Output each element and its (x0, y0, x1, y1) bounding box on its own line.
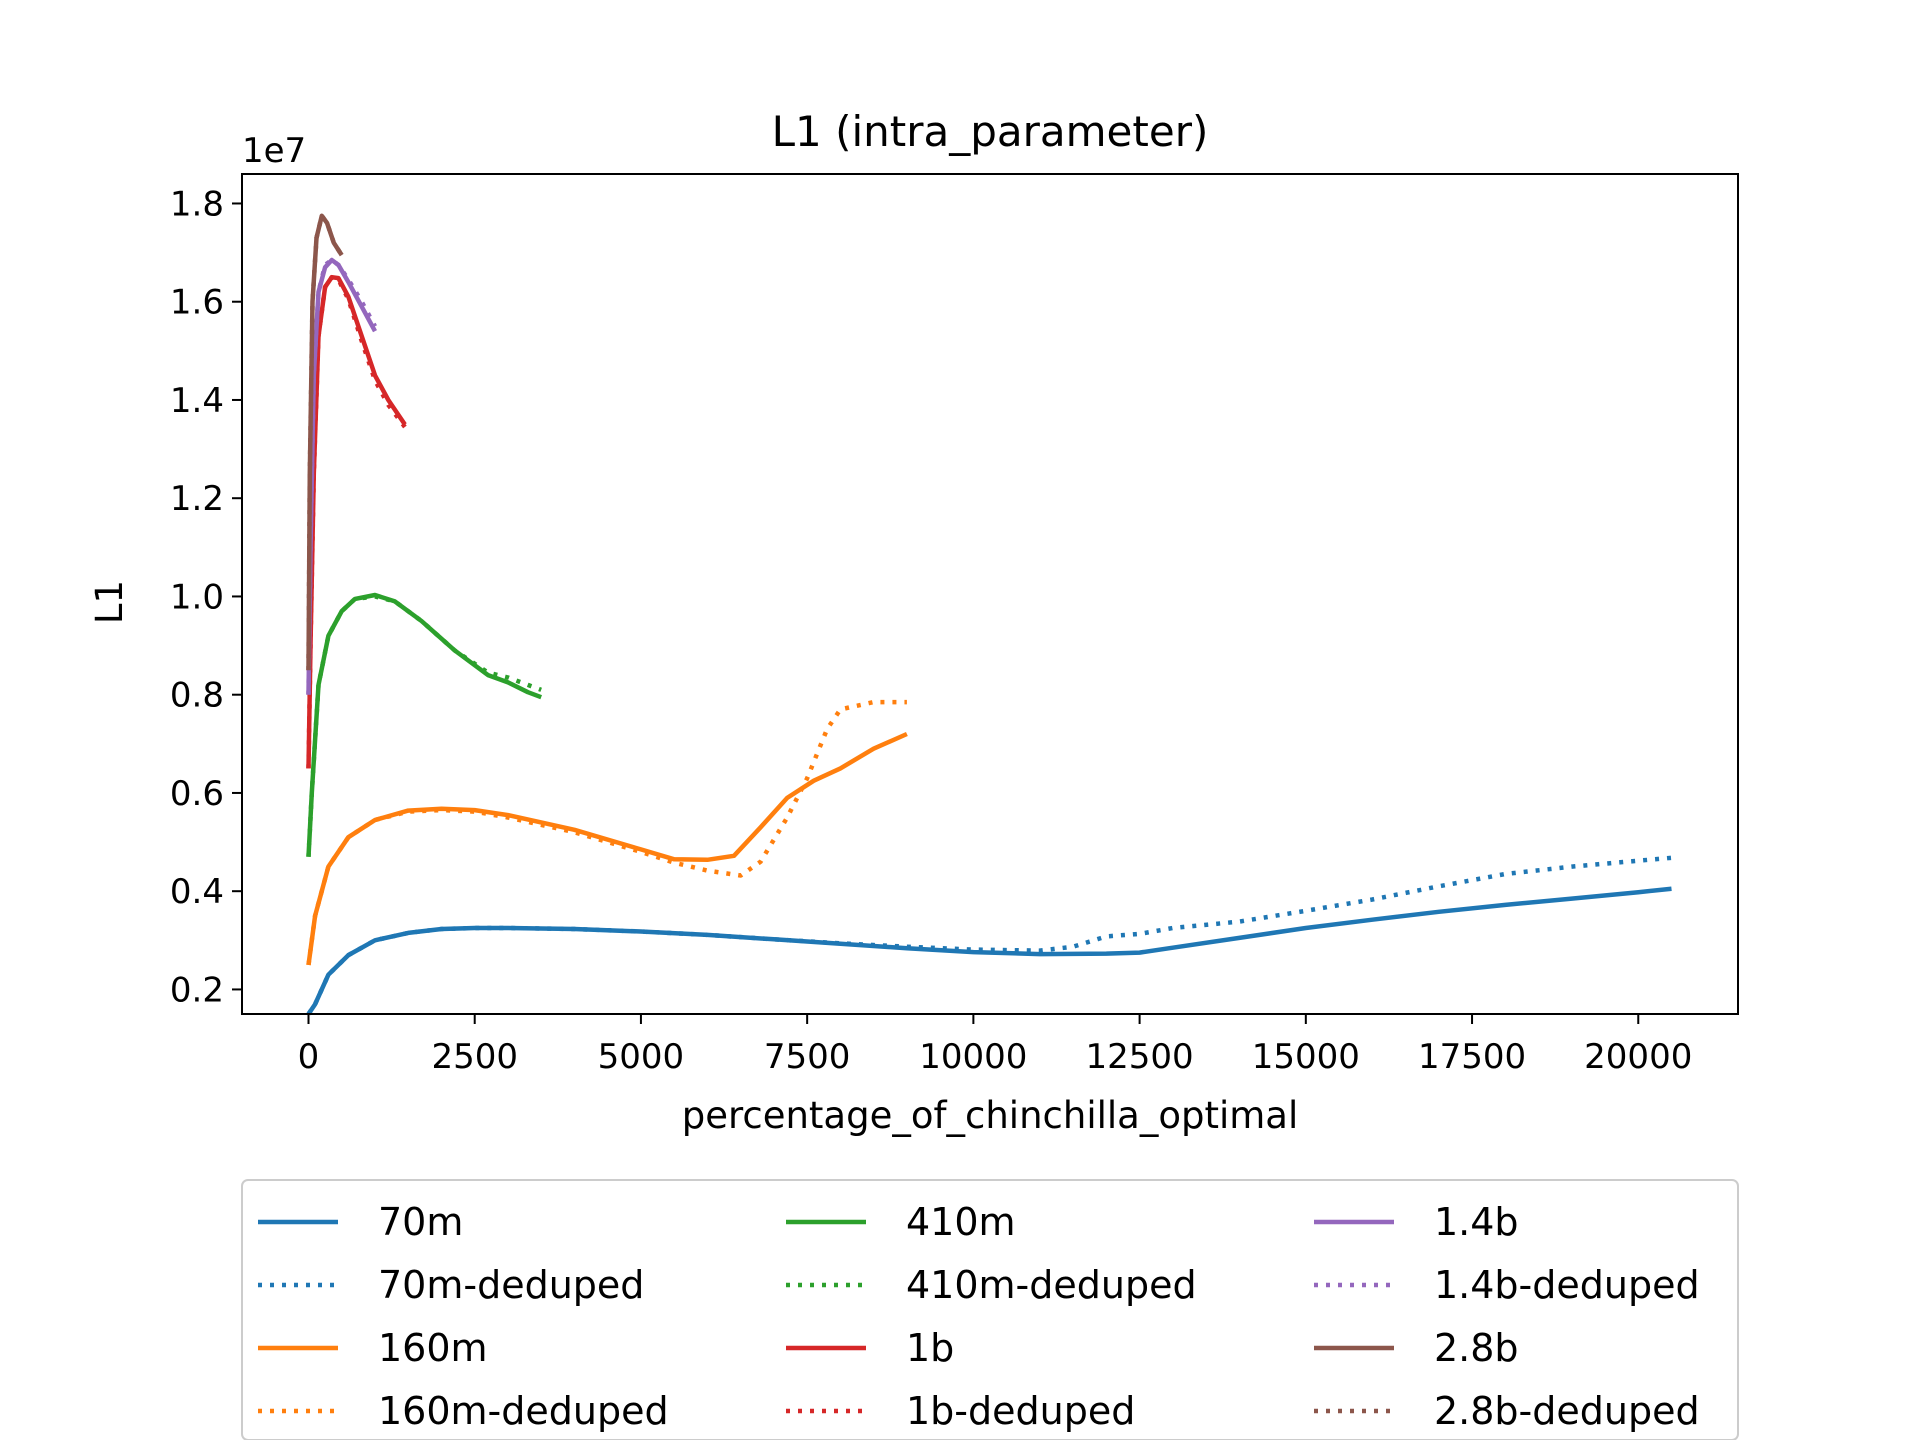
plot-frame (241, 173, 1739, 1015)
series-line-70m-deduped (306, 855, 1672, 1016)
legend-label-160m-deduped: 160m-deduped (378, 1389, 669, 1433)
legend: 70m 70m-deduped 160m 160m-deduped 410m 410m-d… (241, 1179, 1739, 1440)
series-layer (306, 213, 1672, 1016)
x-axis-label: percentage_of_chinchilla_optimal (682, 1094, 1299, 1137)
y-tick-label: 1.6 (170, 283, 224, 323)
series-line-160m (306, 731, 908, 966)
y-axis-label: L1 (88, 580, 131, 624)
y-tick-label: 1.2 (170, 479, 224, 519)
y-tick-label: 1.0 (170, 577, 224, 617)
series-line-2.8b-deduped (306, 213, 344, 671)
legend-label-2.8b: 2.8b (1434, 1326, 1519, 1370)
legend-label-70m-deduped: 70m-deduped (378, 1263, 644, 1307)
chart-title: L1 (intra_parameter) (772, 107, 1209, 156)
series-line-160m-deduped (306, 699, 907, 966)
y-tick-label: 1.8 (170, 184, 224, 224)
x-tick-label: 5000 (598, 1037, 685, 1077)
x-tick-label: 7500 (764, 1037, 851, 1077)
legend-label-160m: 160m (378, 1326, 488, 1370)
x-tick-label: 12500 (1086, 1037, 1194, 1077)
legend-frame (241, 1179, 1739, 1440)
ticks-layer: 0 2500 5000 7500 10000 12500 15000 17500 20000 0.… (170, 184, 1692, 1077)
y-tick-label: 0.4 (170, 872, 224, 912)
legend-label-2.8b-deduped: 2.8b-deduped (1434, 1389, 1700, 1433)
x-tick-label: 0 (298, 1037, 320, 1077)
x-tick-label: 17500 (1418, 1037, 1526, 1077)
y-offset-label: 1e7 (242, 131, 306, 171)
legend-label-70m: 70m (378, 1200, 463, 1244)
x-tick-label: 20000 (1584, 1037, 1692, 1077)
legend-label-410m-deduped: 410m-deduped (906, 1263, 1197, 1307)
y-tick-label: 0.2 (170, 970, 224, 1010)
legend-label-1b: 1b (906, 1326, 954, 1370)
x-tick-label: 2500 (431, 1037, 518, 1077)
legend-label-1b-deduped: 1b-deduped (906, 1389, 1135, 1433)
x-tick-label: 10000 (919, 1037, 1027, 1077)
x-tick-label: 15000 (1252, 1037, 1360, 1077)
y-tick-label: 0.6 (170, 774, 224, 814)
legend-label-1.4b: 1.4b (1434, 1200, 1519, 1244)
legend-label-1.4b-deduped: 1.4b-deduped (1434, 1263, 1700, 1307)
y-tick-label: 1.4 (170, 381, 224, 421)
series-line-1.4b-deduped (306, 257, 377, 695)
legend-label-410m: 410m (906, 1200, 1016, 1244)
series-line-410m-deduped (306, 594, 542, 857)
y-tick-label: 0.8 (170, 676, 224, 716)
